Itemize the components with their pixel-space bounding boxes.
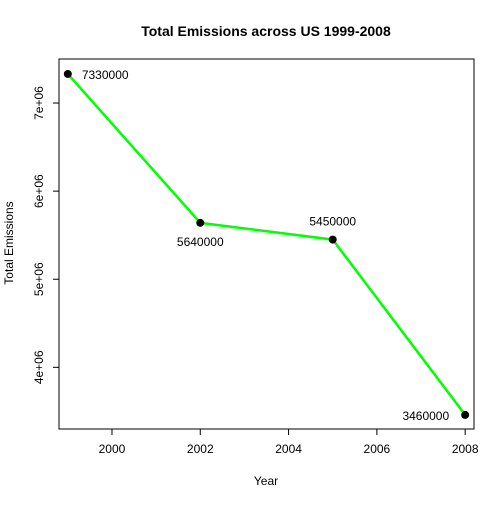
- data-point: [196, 218, 205, 227]
- data-label: 5450000: [309, 215, 356, 229]
- y-tick-label: 4e+06: [32, 350, 46, 384]
- data-label: 3460000: [402, 409, 449, 423]
- x-axis: 2000 2002 2004 2006 2008: [99, 429, 479, 456]
- y-tick-label: 5e+06: [32, 262, 46, 296]
- series-line: [66, 73, 467, 416]
- series-line-group: [66, 73, 467, 416]
- data-point: [63, 69, 72, 78]
- x-tick-label: 2008: [452, 442, 479, 456]
- data-point: [328, 235, 337, 244]
- y-tick-label: 6e+06: [32, 174, 46, 208]
- y-tick-label: 7e+06: [32, 86, 46, 120]
- x-tick-label: 2002: [187, 442, 214, 456]
- x-axis-label: Year: [254, 474, 278, 488]
- data-point: [461, 410, 470, 419]
- chart-title: Total Emissions across US 1999-2008: [141, 23, 391, 39]
- data-labels-group: 7330000 5640000 5450000 3460000: [82, 68, 450, 423]
- x-tick-label: 2006: [364, 442, 391, 456]
- data-label: 7330000: [82, 68, 129, 82]
- x-tick-label: 2004: [275, 442, 302, 456]
- x-tick-label: 2000: [99, 442, 126, 456]
- plot-frame: [58, 58, 475, 430]
- data-label: 5640000: [177, 235, 224, 249]
- data-points-group: [63, 69, 470, 419]
- y-axis: 4e+06 5e+06 6e+06 7e+06: [32, 86, 59, 384]
- y-axis-label: Total Emissions: [2, 201, 16, 284]
